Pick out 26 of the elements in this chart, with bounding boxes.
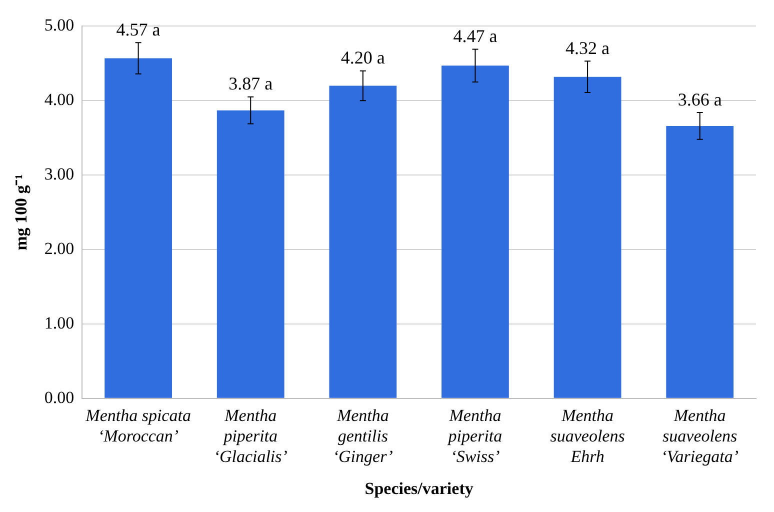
y-tick-label: 2.00 [44, 238, 74, 258]
y-axis-title: mg 100 g⁻¹ [12, 174, 31, 250]
bar [329, 86, 397, 398]
y-tick-label: 0.00 [44, 388, 74, 407]
x-tick-label: Mentha suaveolens ‘Variegata’ [661, 406, 739, 466]
bar [216, 110, 284, 398]
x-tick-label: Mentha gentilis ‘Ginger’ [332, 406, 394, 466]
data-label: 4.32 a [566, 38, 610, 58]
data-label: 3.66 a [678, 89, 722, 110]
y-tick-label: 5.00 [44, 16, 74, 35]
data-label: 4.20 a [340, 48, 385, 68]
x-tick-label: Mentha spicata ‘Moroccan’ [84, 406, 191, 446]
data-label: 4.57 a [116, 19, 160, 40]
bar [666, 126, 734, 398]
x-tick-label: Mentha piperita ‘Swiss’ [447, 406, 502, 466]
x-tick-label: Mentha suaveolens Ehrh [550, 406, 626, 466]
data-label: 3.87 a [228, 74, 273, 94]
x-tick-label: Mentha piperita ‘Glacialis’ [214, 406, 288, 466]
bar [554, 76, 622, 398]
y-tick-label: 1.00 [44, 313, 74, 332]
data-label: 4.47 a [453, 26, 498, 46]
bar [442, 66, 509, 398]
x-axis-title: Species/variety [364, 479, 474, 498]
y-tick-label: 3.00 [44, 164, 74, 184]
y-tick-label: 4.00 [44, 90, 74, 110]
bar [104, 58, 172, 398]
